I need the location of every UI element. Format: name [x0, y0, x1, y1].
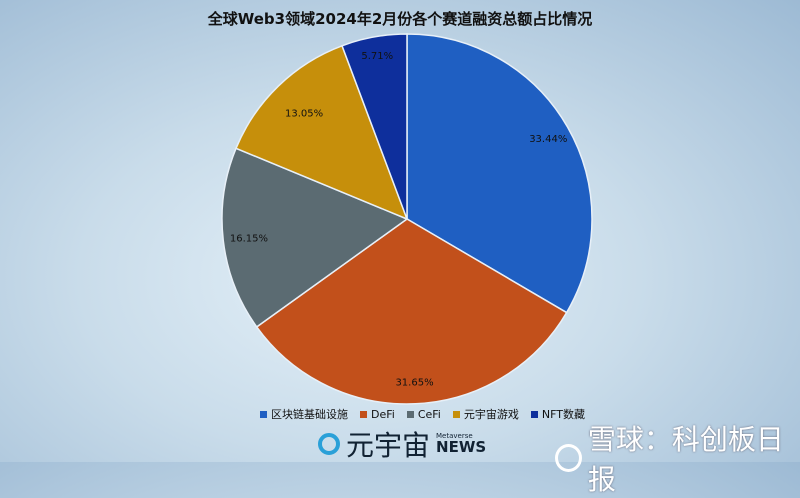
xueqiu-logo-icon: [555, 444, 582, 472]
legend-item-3: 元宇宙游戏: [452, 406, 519, 422]
data-label-0: 33.44%: [529, 134, 567, 145]
legend-item-2: CeFi: [406, 406, 441, 422]
chart-title: 全球Web3领域2024年2月份各个赛道融资总额占比情况: [207, 10, 593, 28]
pie-slice-2: [221, 147, 409, 328]
legend-swatch: [360, 410, 367, 418]
legend-label: CeFi: [417, 407, 441, 421]
data-label-3: 13.05%: [285, 109, 323, 120]
legend-label: NFT数藏: [541, 408, 585, 421]
data-label-2: 16.15%: [230, 233, 268, 244]
metaverse-news-logo: 元宇宙 Metaverse NEWS: [318, 424, 486, 464]
legend-item-0: 区块链基础设施: [260, 406, 348, 422]
pie-slice-3: [235, 44, 409, 221]
legend-swatch: [406, 410, 414, 418]
xueqiu-text: 雪球：科创板日报: [587, 423, 784, 496]
xueqiu-watermark: 雪球：科创板日报: [555, 418, 800, 498]
data-label-4: 5.71%: [361, 51, 393, 62]
legend-item-1: DeFi: [360, 406, 395, 422]
logo-news-text: NEWS: [436, 438, 487, 456]
legend-swatch: [260, 410, 267, 418]
pie-chart: 33.44% 31.65% 16.15% 13.05% 5.71%: [221, 33, 593, 405]
data-label-1: 31.65%: [395, 378, 433, 389]
legend-label: 区块链基础设施: [271, 408, 348, 421]
legend-label: 元宇宙游戏: [463, 408, 519, 421]
pie-slice-4: [341, 33, 408, 220]
logo-cn-text: 元宇宙: [346, 429, 431, 462]
pie-slice-1: [255, 218, 568, 405]
legend-swatch: [452, 410, 460, 418]
legend: 区块链基础设施 DeFi CeFi 元宇宙游戏 NFT数藏: [260, 406, 585, 422]
legend-swatch: [530, 410, 538, 418]
legend-label: DeFi: [371, 407, 395, 421]
pie-slice-0: [406, 33, 593, 314]
logo-en-text: Metaverse NEWS: [436, 433, 486, 455]
legend-item-4: NFT数藏: [530, 406, 585, 422]
logo-small-text: Metaverse: [436, 432, 473, 440]
logo-q-icon: [318, 433, 340, 455]
